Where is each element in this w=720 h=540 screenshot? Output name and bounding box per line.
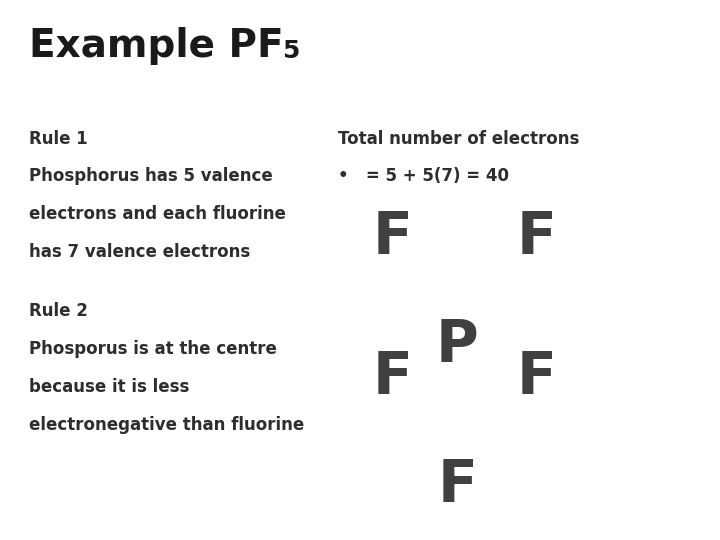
Text: Phosphorus has 5 valence: Phosphorus has 5 valence [29,167,273,185]
Text: •   = 5 + 5(7) = 40: • = 5 + 5(7) = 40 [338,167,510,185]
Text: electrons and each fluorine: electrons and each fluorine [29,205,286,223]
Text: Total number of electrons: Total number of electrons [338,130,580,147]
Text: F: F [516,349,557,407]
Text: F: F [372,209,413,266]
Text: F: F [372,349,413,407]
Text: because it is less: because it is less [29,378,189,396]
Text: Rule 2: Rule 2 [29,302,88,320]
Text: Phosporus is at the centre: Phosporus is at the centre [29,340,276,358]
Text: F: F [516,209,557,266]
Text: electronegative than fluorine: electronegative than fluorine [29,416,304,434]
Text: Example PF: Example PF [29,27,284,65]
Text: 5: 5 [282,39,300,63]
Text: has 7 valence electrons: has 7 valence electrons [29,243,250,261]
Text: F: F [437,457,477,515]
Text: P: P [436,317,479,374]
Text: Rule 1: Rule 1 [29,130,88,147]
